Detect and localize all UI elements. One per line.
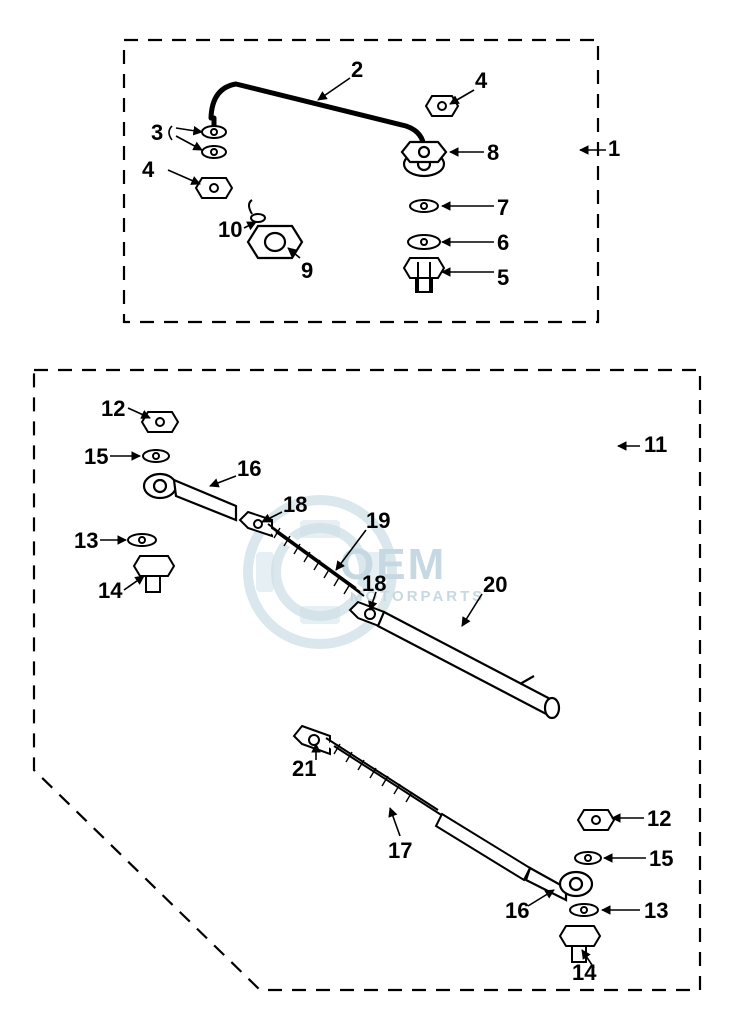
part-rod-17 (326, 738, 530, 880)
part-bolt-14a (134, 556, 174, 592)
part-rod-19 (268, 524, 364, 596)
part-joint-16b (526, 868, 592, 900)
callout-4: 4 (142, 157, 154, 183)
part-washer-15a (143, 450, 169, 462)
part-nut-4b (426, 96, 458, 116)
callout-12: 12 (647, 806, 671, 832)
callout-10: 10 (218, 217, 242, 243)
callout-12: 12 (101, 396, 125, 422)
part-bolt-14b (560, 926, 600, 962)
panel-bottom (34, 370, 700, 990)
part-nut-18a (240, 512, 272, 536)
callout-20: 20 (483, 572, 507, 598)
callout-14: 14 (98, 578, 122, 604)
part-oring-10 (249, 200, 265, 222)
callout-6: 6 (497, 230, 509, 256)
callout-14: 14 (572, 960, 596, 986)
callout-11: 11 (644, 432, 667, 458)
part-washer-13b (570, 904, 598, 916)
part-nut-8 (402, 142, 446, 162)
diagram-page: OEM MOTORPARTS (0, 0, 734, 1031)
callout-1: 1 (608, 136, 620, 162)
callout-17: 17 (388, 838, 412, 864)
part-nut-12b (578, 810, 614, 830)
part-washer-15b (575, 852, 601, 864)
callout-2: 2 (351, 57, 363, 83)
callout-13: 13 (644, 898, 668, 924)
callout-21: 21 (292, 756, 316, 782)
part-tube-20 (378, 612, 559, 718)
callout-18: 18 (362, 571, 386, 597)
part-washer-6 (408, 235, 440, 249)
part-nut-21 (294, 726, 330, 754)
part-nut-4a (196, 178, 232, 198)
callout-19: 19 (366, 508, 390, 534)
callout-5: 5 (497, 265, 509, 291)
callout-18: 18 (283, 492, 307, 518)
callout-16: 16 (505, 898, 529, 924)
callout-9: 9 (301, 258, 313, 284)
part-bolt-5 (404, 258, 444, 292)
part-washer-13a (128, 534, 156, 546)
part-washer-7 (410, 200, 438, 212)
callout-4: 4 (475, 68, 487, 94)
callout-3: 3 (151, 120, 163, 146)
callout-8: 8 (487, 140, 499, 166)
callout-15: 15 (649, 846, 673, 872)
part-rod-2 (211, 84, 424, 150)
part-nut-12a (142, 412, 178, 432)
callout-13: 13 (74, 528, 98, 554)
callout-15: 15 (84, 444, 108, 470)
callout-7: 7 (497, 195, 509, 221)
part-washers-3 (202, 126, 226, 158)
callout-16: 16 (237, 456, 261, 482)
